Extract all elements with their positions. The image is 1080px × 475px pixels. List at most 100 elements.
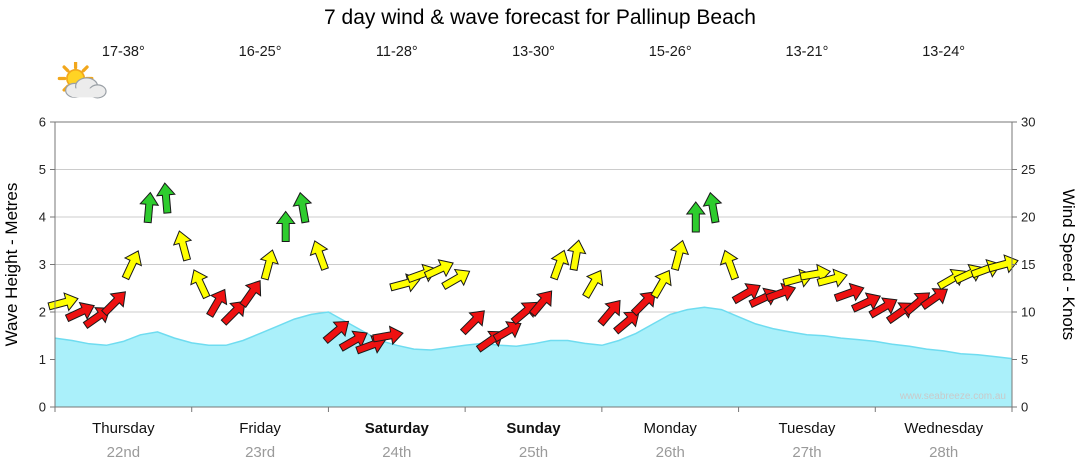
wind-arrow bbox=[172, 230, 193, 262]
right-axis-tick: 5 bbox=[1021, 352, 1028, 367]
wind-arrow bbox=[731, 283, 761, 305]
wind-arrow bbox=[510, 301, 538, 326]
wind-arrow bbox=[597, 299, 621, 327]
temp-range: 17-38° bbox=[101, 44, 145, 60]
day-name: Wednesday bbox=[904, 420, 984, 437]
wind-arrow bbox=[765, 282, 797, 303]
wind-arrow bbox=[82, 307, 111, 329]
wind-arrow bbox=[441, 268, 471, 291]
wind-arrow bbox=[372, 325, 404, 346]
wind-arrow bbox=[322, 320, 350, 345]
left-axis-tick: 0 bbox=[39, 400, 46, 415]
wind-arrow bbox=[566, 239, 587, 271]
wind-arrow bbox=[953, 263, 984, 285]
day-date: 28th bbox=[929, 444, 959, 461]
wind-arrow bbox=[423, 259, 454, 280]
wind-arrow bbox=[275, 210, 296, 242]
wind-arrow bbox=[702, 191, 723, 224]
gridlines bbox=[55, 169, 1012, 360]
day-dates-row: 22nd 23rd 24th 25th 26th 27th 28th bbox=[55, 444, 1012, 461]
day-name: Thursday bbox=[92, 420, 155, 437]
wind-arrow bbox=[782, 268, 814, 288]
wind-arrow bbox=[190, 269, 211, 300]
wind-arrow bbox=[550, 249, 570, 281]
day-name: Sunday bbox=[506, 420, 561, 437]
wave-height-area bbox=[55, 307, 1012, 407]
wind-arrow bbox=[528, 290, 553, 317]
day-date: 22nd bbox=[106, 444, 141, 461]
wind-arrow bbox=[833, 282, 865, 303]
wind-arrow bbox=[239, 280, 262, 308]
axes: 0 1 2 3 4 5 6 0 5 10 15 20 25 30 bbox=[39, 115, 1036, 415]
wind-arrow bbox=[139, 191, 160, 224]
wind-arrow bbox=[936, 268, 966, 291]
wind-arrow bbox=[459, 310, 485, 336]
day-name: Saturday bbox=[364, 420, 429, 437]
right-axis-title: Wind Speed - Knots bbox=[1059, 189, 1078, 340]
day-date: 27th bbox=[792, 444, 822, 461]
temp-range: 13-21° bbox=[785, 44, 829, 60]
watermark: www.seabreeze.com.au bbox=[899, 391, 1006, 402]
wind-arrow bbox=[47, 292, 79, 312]
wind-arrow bbox=[987, 254, 1019, 274]
weather-icon-partly-cloudy bbox=[55, 62, 1012, 108]
temp-range: 16-25° bbox=[238, 44, 282, 60]
temp-range: 13-24° bbox=[922, 44, 966, 60]
day-name: Monday bbox=[643, 420, 697, 437]
day-date: 25th bbox=[518, 444, 549, 461]
left-axis-title: Wave Height - Metres bbox=[2, 183, 21, 347]
left-axis-tick: 5 bbox=[39, 162, 46, 177]
day-name: Tuesday bbox=[778, 420, 836, 437]
wind-arrow bbox=[920, 288, 949, 310]
wind-arrow bbox=[816, 268, 848, 288]
left-axis-tick: 2 bbox=[39, 305, 46, 320]
wind-arrows bbox=[47, 182, 1019, 355]
wind-arrow bbox=[259, 249, 279, 281]
temperature-row: 17-38° 16-25° 11-28° 13-30° 15-26° 13-21… bbox=[55, 44, 1012, 60]
wind-arrow bbox=[850, 292, 882, 313]
wind-arrow bbox=[748, 287, 779, 308]
wave-height-line bbox=[54, 306, 1013, 360]
right-axis-tick: 25 bbox=[1021, 162, 1035, 177]
right-axis-tick: 0 bbox=[1021, 400, 1028, 415]
day-date: 26th bbox=[655, 444, 685, 461]
right-axis-tick: 10 bbox=[1021, 305, 1035, 320]
chart-title: 7 day wind & wave forecast for Pallinup … bbox=[324, 6, 756, 29]
day-date: 23rd bbox=[245, 444, 276, 461]
left-axis-tick: 6 bbox=[39, 115, 46, 130]
wind-arrow bbox=[309, 240, 329, 271]
wind-arrow bbox=[613, 311, 640, 335]
right-axis-tick: 15 bbox=[1021, 257, 1035, 272]
wind-arrow bbox=[685, 201, 706, 233]
wind-arrow bbox=[650, 269, 672, 299]
wind-arrow bbox=[970, 259, 1002, 279]
wind-arrow bbox=[799, 263, 832, 284]
wind-arrow bbox=[719, 249, 740, 281]
wind-arrow bbox=[338, 330, 368, 352]
left-axis-tick: 3 bbox=[39, 257, 46, 272]
wind-arrow bbox=[355, 335, 387, 355]
wind-arrow bbox=[475, 330, 504, 353]
wind-arrow bbox=[389, 273, 421, 293]
temp-range: 11-28° bbox=[375, 44, 418, 60]
temp-range: 13-30° bbox=[512, 44, 555, 60]
wind-arrow bbox=[868, 297, 898, 319]
right-axis-tick: 30 bbox=[1021, 115, 1035, 130]
wind-arrow bbox=[101, 291, 126, 317]
wind-arrow bbox=[155, 182, 176, 214]
day-names-row: Thursday Friday Saturday Sunday Monday T… bbox=[55, 420, 1012, 437]
day-date: 24th bbox=[382, 444, 412, 461]
left-axis-tick: 4 bbox=[39, 210, 46, 225]
wind-arrow bbox=[206, 288, 228, 318]
wind-arrow bbox=[492, 321, 522, 343]
wind-arrow bbox=[220, 300, 246, 326]
wind-arrow bbox=[582, 269, 604, 299]
day-name: Friday bbox=[239, 420, 281, 437]
wind-arrow bbox=[64, 301, 95, 323]
temp-range: 15-26° bbox=[648, 44, 692, 60]
wind-arrow bbox=[121, 250, 143, 281]
wind-arrow bbox=[292, 191, 313, 224]
wind-arrow bbox=[903, 292, 931, 316]
right-axis-tick: 20 bbox=[1021, 210, 1035, 225]
